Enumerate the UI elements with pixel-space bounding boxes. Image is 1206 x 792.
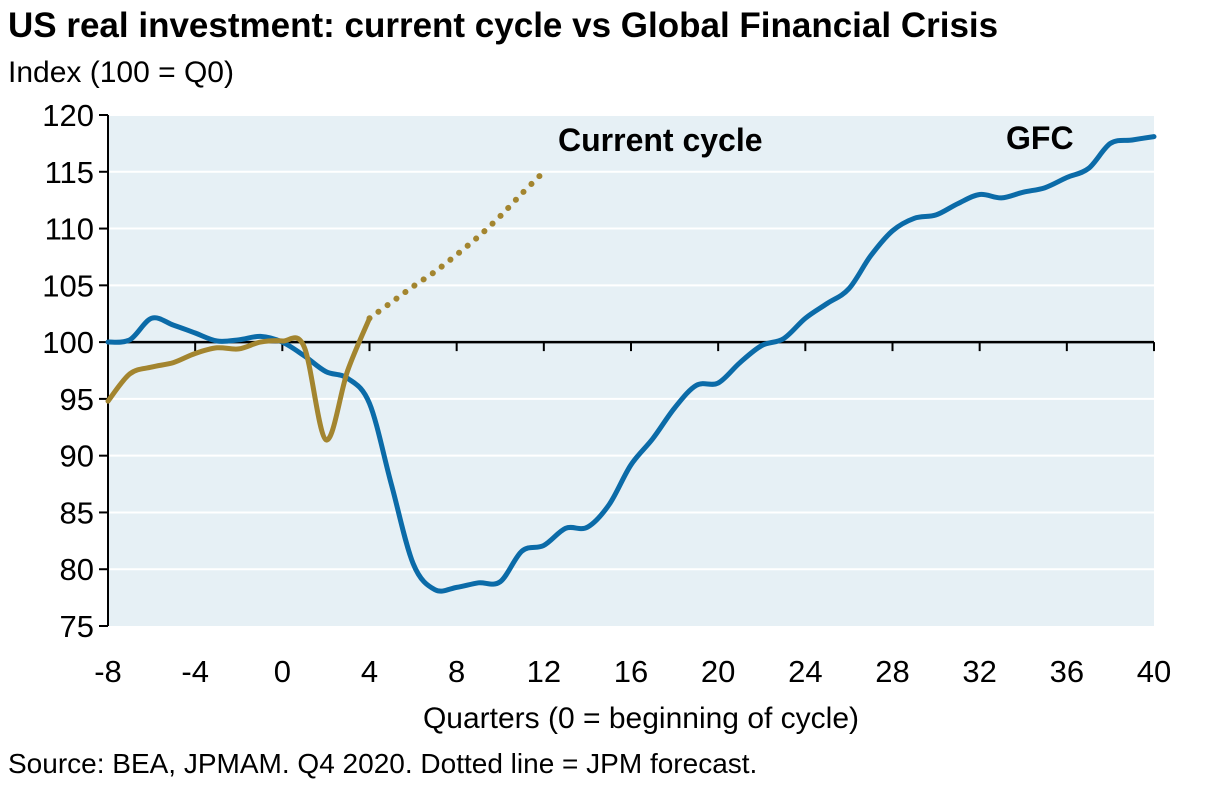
x-tick-label: 24 xyxy=(788,654,822,689)
y-tick-label: 90 xyxy=(60,439,94,474)
y-tick-label: 115 xyxy=(45,155,94,190)
chart-subtitle: Index (100 = Q0) xyxy=(8,56,234,89)
y-tick-label: 75 xyxy=(60,609,94,644)
x-tick-label: 4 xyxy=(361,654,378,689)
chart-title: US real investment: current cycle vs Glo… xyxy=(8,6,999,45)
series-group xyxy=(105,134,1157,594)
x-tick-label: 36 xyxy=(1050,654,1084,689)
x-tick-label: -8 xyxy=(94,654,122,689)
x-tick-label: -4 xyxy=(181,654,209,689)
x-tick-label: 20 xyxy=(701,654,735,689)
y-tick-label: 110 xyxy=(45,212,94,247)
gfc-label: GFC xyxy=(1006,120,1074,156)
x-tick-label: 8 xyxy=(448,654,465,689)
x-tick-label: 32 xyxy=(962,654,996,689)
current-cycle-forecast-line xyxy=(366,168,547,322)
y-tick-label: 80 xyxy=(60,552,94,587)
x-tick-label: 16 xyxy=(614,654,648,689)
y-tick-label: 120 xyxy=(42,98,94,133)
y-tick-label: 95 xyxy=(60,382,94,417)
x-tick-label: 0 xyxy=(274,654,291,689)
current-cycle-label: Current cycle xyxy=(558,122,763,158)
y-tick-label: 85 xyxy=(60,495,94,530)
plot-area xyxy=(108,115,1154,626)
y-tick-label: 105 xyxy=(42,268,94,303)
y-tick-label: 100 xyxy=(42,325,94,360)
source-note: Source: BEA, JPMAM. Q4 2020. Dotted line… xyxy=(8,748,758,779)
x-tick-label: 40 xyxy=(1137,654,1171,689)
current-cycle-series-line xyxy=(105,315,372,443)
y-axis: 75 80 85 90 95 100 105 110 115 120 xyxy=(42,98,108,644)
x-tick-label: 12 xyxy=(527,654,561,689)
grid-lines xyxy=(108,114,1154,571)
x-tick-label: 28 xyxy=(875,654,909,689)
x-axis: -8 -4 0 4 8 12 16 20 24 28 32 36 40 xyxy=(94,342,1171,689)
x-axis-title: Quarters (0 = beginning of cycle) xyxy=(423,702,859,735)
